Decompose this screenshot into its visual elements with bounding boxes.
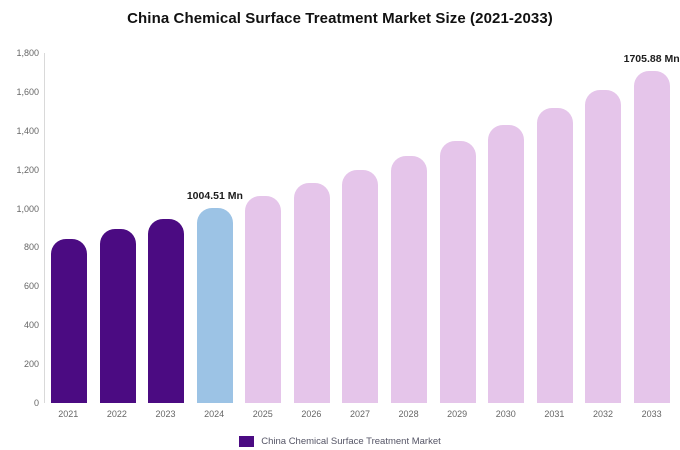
- legend-swatch: [239, 436, 255, 447]
- x-tick-label-2029: 2029: [447, 409, 468, 419]
- y-tick-label: 1,400: [16, 125, 39, 136]
- bar-2021[interactable]: [51, 239, 88, 403]
- plot-area: 1004.51 Mn 1705.88 Mn: [44, 53, 680, 403]
- y-tick-label: 1,200: [16, 164, 39, 175]
- bar-slot-2031: [530, 53, 579, 403]
- y-tick-label: 200: [23, 359, 39, 370]
- x-tick-label-2032: 2032: [592, 409, 614, 419]
- x-tick-label-2026: 2026: [301, 409, 322, 419]
- bar-slot-2029: [433, 53, 482, 403]
- bar-2029[interactable]: [439, 140, 476, 403]
- bar-2031[interactable]: [536, 108, 573, 403]
- bar-2027[interactable]: [342, 170, 379, 403]
- x-tick-label-2028: 2028: [398, 409, 419, 419]
- x-tick-label-2025: 2025: [252, 409, 273, 419]
- bar-2025[interactable]: [245, 195, 282, 403]
- x-tick-label-2030: 2030: [495, 409, 516, 419]
- legend[interactable]: China Chemical Surface Treatment Market: [0, 436, 680, 447]
- y-tick-label: 400: [23, 320, 39, 331]
- chart-container: China Chemical Surface Treatment Market …: [0, 10, 680, 450]
- x-tick-label-2027: 2027: [349, 409, 370, 419]
- bar-slot-2030: [482, 53, 531, 403]
- data-label-2024: 1004.51 Mn: [186, 189, 243, 202]
- bar-slot-2023: [142, 53, 191, 403]
- bar-2022[interactable]: [99, 229, 136, 403]
- y-tick-label: 1,800: [16, 48, 39, 58]
- y-tick-label: 1,600: [16, 86, 39, 97]
- bar-slot-2022: [94, 53, 143, 403]
- bar-slot-2027: [336, 53, 385, 403]
- data-label-2033: 1705.88 Mn: [623, 53, 680, 66]
- x-tick-label-2023: 2023: [155, 409, 176, 419]
- plot-wrap: 0 200 400 600 800 1,000 1,200 1,400 1,600 1,800 1…: [6, 48, 680, 408]
- y-tick-label: 800: [23, 242, 39, 253]
- legend-label: China Chemical Surface Treatment Market: [261, 436, 441, 447]
- bar-slot-2024: 1004.51 Mn: [187, 53, 243, 403]
- x-tick-label-2021: 2021: [58, 409, 79, 419]
- bar-2024[interactable]: [196, 207, 233, 403]
- x-tick-label-2031: 2031: [544, 409, 565, 419]
- y-tick-label: 600: [23, 281, 39, 292]
- y-tick-label: 0: [33, 398, 39, 408]
- bar-2028[interactable]: [390, 155, 427, 403]
- bar-2032[interactable]: [585, 90, 622, 403]
- y-tick-label: 1,000: [16, 203, 39, 214]
- x-axis: 2021 2022 2023 2024 2025 2026 2027 2028 2029 2030…: [44, 409, 676, 419]
- y-axis: 0 200 400 600 800 1,000 1,200 1,400 1,600 1,800: [6, 48, 44, 408]
- bar-2026[interactable]: [293, 183, 330, 403]
- bar-2030[interactable]: [488, 124, 525, 403]
- x-tick-label-2033: 2033: [641, 409, 662, 419]
- bar-slot-2033: 1705.88 Mn: [624, 53, 680, 403]
- bar-slot-2032: [579, 53, 628, 403]
- bar-2023[interactable]: [148, 218, 185, 403]
- bar-slot-2021: [45, 53, 94, 403]
- bar-slot-2028: [385, 53, 434, 403]
- bar-2033[interactable]: [633, 71, 670, 403]
- x-tick-label-2024: 2024: [204, 409, 225, 419]
- x-tick-label-2022: 2022: [106, 409, 127, 419]
- bar-slot-2026: [288, 53, 337, 403]
- chart-title: China Chemical Surface Treatment Market …: [127, 10, 553, 27]
- bar-slot-2025: [239, 53, 288, 403]
